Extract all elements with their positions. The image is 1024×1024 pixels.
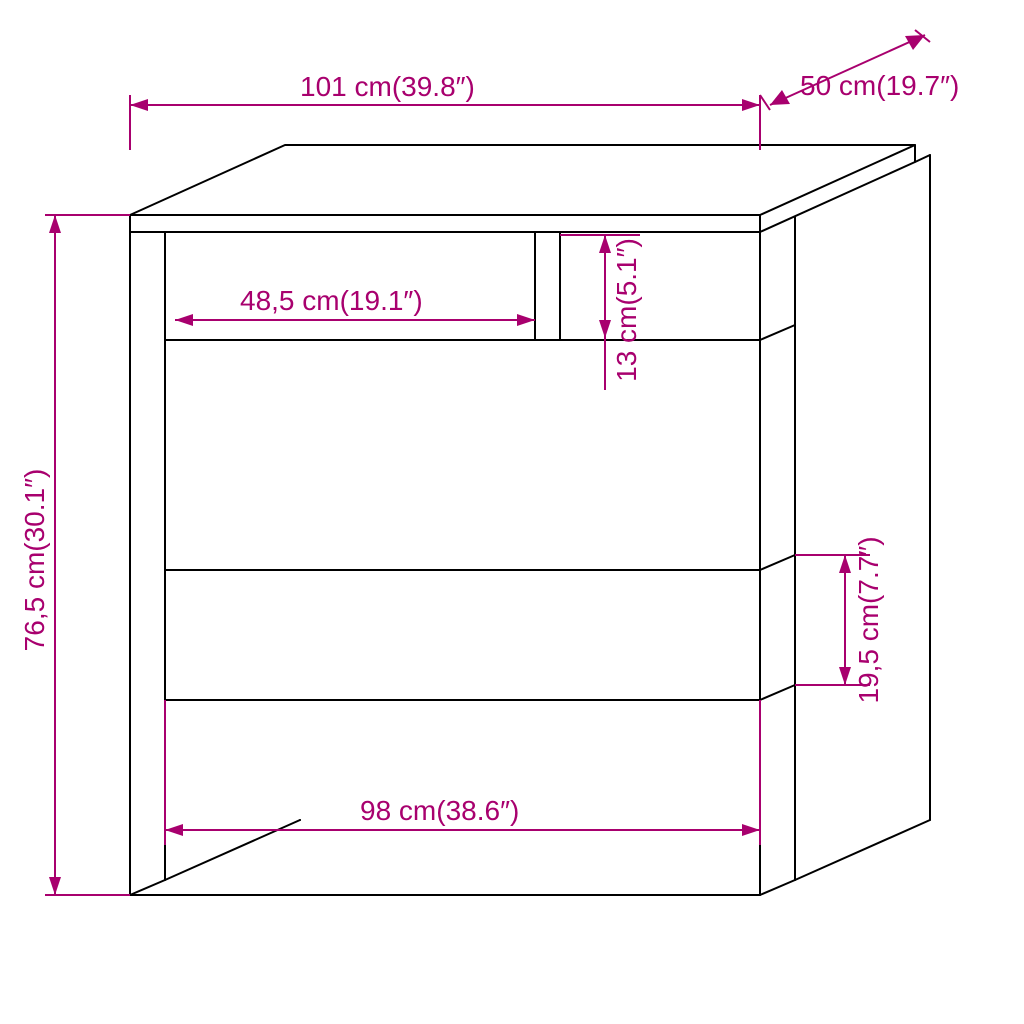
dim-depth-top: 50 cm(19.7″) bbox=[760, 30, 959, 110]
dimension-diagram: 101 cm(39.8″) 50 cm(19.7″) 76,5 cm(30.1″… bbox=[0, 0, 1024, 1024]
dim-panel-height: 19,5 cm(7.7″) bbox=[795, 536, 884, 703]
dim-drawer-width-label: 48,5 cm(19.1″) bbox=[240, 285, 423, 316]
dim-height-left: 76,5 cm(30.1″) bbox=[19, 215, 130, 895]
dim-width-top: 101 cm(39.8″) bbox=[130, 71, 760, 150]
dim-drawer-height-label: 13 cm(5.1″) bbox=[611, 238, 642, 382]
dim-inner-width: 98 cm(38.6″) bbox=[165, 700, 760, 845]
dim-width-top-label: 101 cm(39.8″) bbox=[300, 71, 475, 102]
dim-inner-width-label: 98 cm(38.6″) bbox=[360, 795, 519, 826]
dim-height-left-label: 76,5 cm(30.1″) bbox=[19, 469, 50, 652]
dim-drawer-height: 13 cm(5.1″) bbox=[560, 235, 642, 390]
dim-panel-height-label: 19,5 cm(7.7″) bbox=[853, 536, 884, 703]
dim-drawer-width: 48,5 cm(19.1″) bbox=[175, 285, 535, 326]
desk-outline bbox=[130, 145, 930, 895]
dim-depth-top-label: 50 cm(19.7″) bbox=[800, 70, 959, 101]
